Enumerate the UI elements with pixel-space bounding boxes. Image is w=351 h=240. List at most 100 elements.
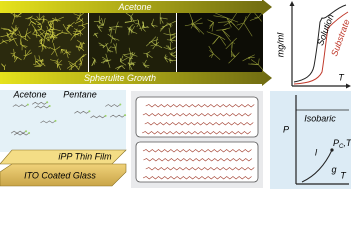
- crystal: [110, 28, 112, 37]
- crystal: [78, 24, 83, 27]
- crystal: [98, 25, 101, 28]
- crystal: [128, 14, 132, 17]
- crystal: [30, 15, 33, 18]
- crystal: [155, 41, 160, 45]
- crystal: [138, 19, 140, 24]
- crystal: [130, 16, 133, 22]
- crystal: [115, 26, 117, 34]
- crystal: [28, 17, 31, 20]
- crystal: [49, 23, 54, 26]
- crystal: [43, 44, 50, 49]
- crystal: [170, 51, 177, 56]
- crystal: [96, 24, 99, 28]
- crystal: [190, 23, 194, 29]
- crystal: [17, 33, 22, 37]
- crystal: [230, 12, 237, 22]
- cp-t: T: [346, 138, 351, 148]
- crystal: [111, 46, 116, 49]
- polymer-chain: [144, 122, 254, 126]
- y-axis-label: mg/ml: [275, 32, 285, 58]
- glass-label: ITO Coated Glass: [24, 170, 96, 180]
- crystal: [54, 49, 58, 57]
- x-axis-label: T: [338, 72, 345, 82]
- crystal: [47, 20, 50, 26]
- y-axis-label: P: [283, 124, 289, 134]
- crystal: [107, 33, 113, 38]
- chain-box-1: [135, 96, 259, 138]
- crystal: [191, 22, 194, 25]
- crystal: [74, 20, 82, 24]
- figure: Acetone Spherulite Growth mg/ml T Soluti…: [0, 0, 351, 189]
- crystal: [11, 35, 14, 40]
- film-label: iPP Thin Film: [58, 151, 112, 161]
- crystal: [130, 52, 134, 54]
- crystal: [75, 32, 81, 35]
- crystal: [66, 65, 72, 69]
- atom: [124, 114, 127, 117]
- crystal: [151, 24, 155, 28]
- polymer-chain: [143, 158, 253, 162]
- crystal: [25, 34, 31, 40]
- crystal: [46, 28, 54, 31]
- crystal: [25, 31, 32, 35]
- crystal: [0, 41, 5, 45]
- crystal: [230, 21, 240, 31]
- crystal: [41, 45, 44, 52]
- crystal: [17, 12, 22, 17]
- solvent-arrow: [0, 0, 272, 15]
- crystal: [69, 65, 76, 71]
- crystal: [159, 17, 164, 24]
- crystal: [170, 51, 173, 55]
- crystal: [101, 56, 108, 61]
- growth-label: Spherulite Growth: [84, 73, 156, 83]
- crystal: [73, 13, 81, 17]
- phase-diagram: P T Isobaric PC,TC l g: [270, 91, 351, 189]
- crystal: [32, 29, 37, 34]
- crystal: [116, 25, 119, 27]
- crystal: [22, 45, 28, 47]
- crystal: [156, 44, 163, 49]
- crystal: [225, 42, 233, 50]
- crystal: [43, 37, 46, 46]
- crystal: [56, 58, 59, 62]
- crystal: [25, 49, 31, 57]
- crystal: [115, 43, 117, 49]
- crystal: [17, 57, 22, 61]
- crystal: [120, 55, 124, 62]
- crystal: [79, 31, 83, 35]
- crystal: [144, 26, 149, 28]
- crystal: [80, 41, 85, 48]
- crystal: [94, 59, 97, 63]
- crystal: [111, 28, 115, 30]
- crystal: [45, 33, 49, 37]
- crystal: [129, 23, 134, 29]
- crystal: [69, 63, 72, 66]
- crystal: [3, 41, 8, 44]
- crystal: [56, 60, 59, 63]
- growth-arrow: [0, 70, 272, 86]
- crystal: [254, 12, 259, 18]
- crystal: [80, 47, 85, 51]
- solution-label: Solution: [315, 13, 336, 47]
- atom: [46, 101, 49, 104]
- crystal: [74, 28, 78, 35]
- atom: [54, 119, 57, 122]
- crystal: [49, 59, 57, 62]
- crystal: [124, 21, 132, 23]
- crystal: [12, 16, 15, 25]
- crystal: [56, 32, 63, 36]
- atom: [88, 110, 91, 113]
- crystal: [74, 28, 81, 33]
- crystal: [208, 53, 214, 57]
- coexistence-curve: [301, 149, 333, 183]
- crystal: [74, 33, 80, 36]
- crystal: [81, 54, 85, 58]
- crystal: [213, 36, 220, 44]
- crystal: [31, 23, 37, 31]
- crystal: [38, 28, 42, 31]
- crystal: [40, 25, 43, 30]
- crystal: [105, 53, 109, 61]
- crystal: [107, 60, 111, 68]
- crystal: [169, 52, 172, 55]
- crystal: [150, 36, 157, 42]
